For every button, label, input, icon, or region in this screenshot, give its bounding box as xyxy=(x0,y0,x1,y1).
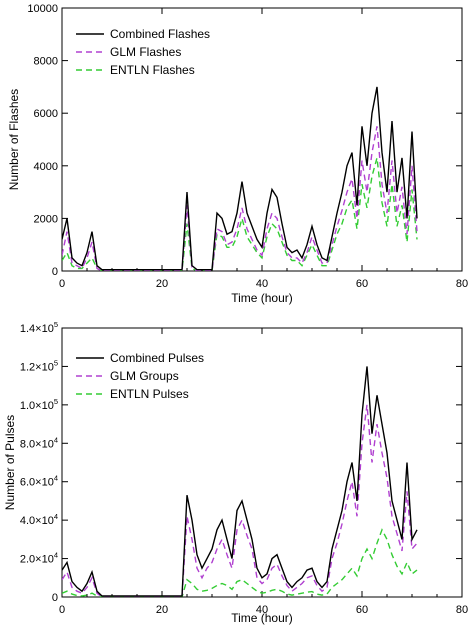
y-tick-label: 2000 xyxy=(34,213,58,225)
series-line-combined-flashes xyxy=(62,86,418,271)
y-tick-label: 10000 xyxy=(27,3,58,15)
x-tick-label: 80 xyxy=(456,278,468,290)
legend-label: GLM Groups xyxy=(110,369,179,383)
x-tick-label: 40 xyxy=(256,604,268,616)
x-tick-label: 80 xyxy=(456,604,468,616)
legend-label: Combined Pulses xyxy=(110,351,204,365)
x-tick-label: 0 xyxy=(59,278,65,290)
pulses-chart-panel: 0 20 40 60 80 0 2.0×104 4.0×104 6.0×104 8.0×104 1.… xyxy=(3,320,468,625)
flashes-chart-panel: 0 20 40 60 80 0 2000 4000 6000 8000 10000 Time (hou… xyxy=(7,3,468,305)
y-tick-label: 4.0×104 xyxy=(20,512,58,527)
y-tick-label: 2.0×104 xyxy=(20,551,58,566)
y-tick-label: 0 xyxy=(52,266,58,278)
x-tick-label: 20 xyxy=(156,278,168,290)
series-line-combined-pulses xyxy=(62,366,418,597)
y-tick-label: 0 xyxy=(52,592,58,604)
y-axis-label: Number of Pulses xyxy=(3,415,17,510)
x-tick-label: 20 xyxy=(156,604,168,616)
x-axis-label: Time (hour) xyxy=(231,611,293,625)
y-tick-label: 8.0×104 xyxy=(20,435,58,450)
x-tick-label: 40 xyxy=(256,278,268,290)
y-tick-label: 1.0×105 xyxy=(20,397,58,412)
series-line-entln-pulses xyxy=(62,528,418,597)
y-tick-label: 1.2×105 xyxy=(20,358,58,373)
x-tick-label: 60 xyxy=(356,278,368,290)
legend-label: ENTLN Flashes xyxy=(110,63,195,77)
series-line-glm-groups xyxy=(62,404,418,597)
series-line-entln-flashes xyxy=(62,157,418,271)
x-tick-label: 0 xyxy=(59,604,65,616)
legend-label: ENTLN Pulses xyxy=(110,387,189,401)
y-tick-label: 1.4×105 xyxy=(20,320,58,335)
y-tick-label: 6.0×104 xyxy=(20,474,58,489)
y-tick-label: 6000 xyxy=(34,108,58,120)
y-tick-label: 4000 xyxy=(34,161,58,173)
x-axis-label: Time (hour) xyxy=(231,291,293,305)
legend-label: Combined Flashes xyxy=(110,27,210,41)
y-tick-label: 8000 xyxy=(34,56,58,68)
legend-label: GLM Flashes xyxy=(110,45,181,59)
y-axis-label: Number of Flashes xyxy=(7,89,21,190)
x-tick-label: 60 xyxy=(356,604,368,616)
